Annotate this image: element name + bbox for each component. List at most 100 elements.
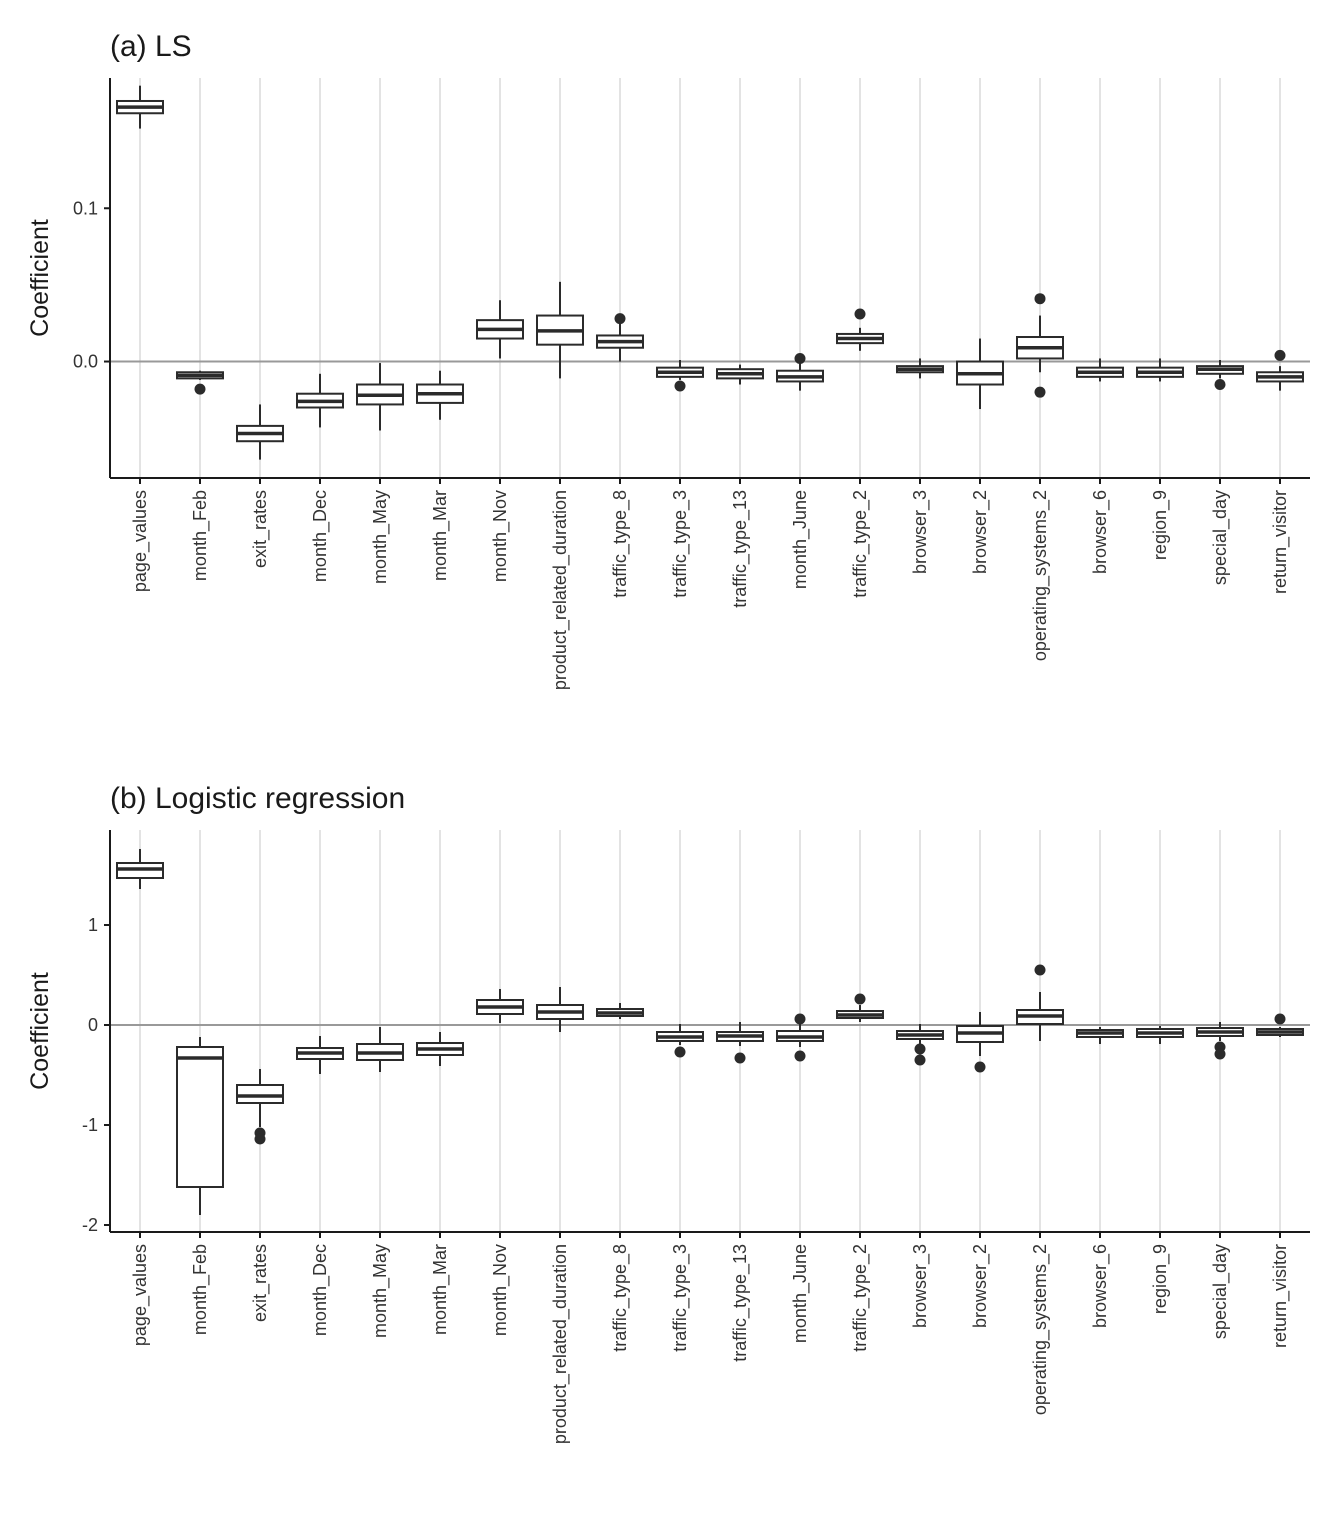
box-traffic_type_13 — [716, 364, 764, 385]
x-tick-label-traffic_type_3: traffic_type_3 — [670, 490, 691, 598]
x-tick-label-region_9: region_9 — [1150, 490, 1171, 560]
outlier-point — [974, 1061, 986, 1073]
x-tick-label-exit_rates: exit_rates — [250, 490, 271, 568]
x-tick-label-traffic_type_2: traffic_type_2 — [850, 490, 871, 598]
box-month_Dec — [296, 373, 344, 428]
box-month_Nov — [476, 989, 524, 1023]
outlier-point — [794, 352, 806, 364]
x-tick-label-browser_6: browser_6 — [1090, 490, 1111, 574]
box-browser_3 — [896, 1024, 944, 1066]
box-traffic_type_13 — [716, 1022, 764, 1064]
x-tick-label-product_related_duration: product_related_duration — [550, 1244, 571, 1444]
outlier-point — [1214, 1048, 1226, 1060]
x-tick-label-month_June: month_June — [790, 490, 811, 589]
x-tick-label-operating_systems_2: operating_systems_2 — [1030, 1244, 1051, 1415]
box-return_visitor — [1256, 349, 1304, 391]
box-browser_2 — [956, 338, 1004, 410]
outlier-point — [1274, 349, 1286, 361]
box-traffic_type_3 — [656, 1024, 704, 1058]
box-traffic_type_8 — [596, 1003, 644, 1019]
outlier-point — [914, 1054, 926, 1066]
panel-title: (a) LS — [110, 30, 192, 63]
box-traffic_type_8 — [596, 313, 644, 362]
box-iqr — [176, 1046, 224, 1188]
box-exit_rates — [236, 404, 284, 460]
x-tick-label-month_Mar: month_Mar — [430, 1244, 451, 1335]
outlier-point — [194, 383, 206, 395]
box-browser_3 — [896, 358, 944, 379]
box-month_Nov — [476, 300, 524, 359]
box-month_Mar — [416, 370, 464, 420]
outlier-point — [674, 380, 686, 392]
box-browser_6 — [1076, 358, 1124, 382]
x-tick-label-browser_2: browser_2 — [970, 1244, 991, 1328]
panel-ls: (a) LS 0.0 0.1 Coefficient page_values month_… — [26, 30, 1310, 690]
box-product_related_duration — [536, 281, 584, 379]
x-tick-label-browser_3: browser_3 — [910, 1244, 931, 1328]
x-tick-label-return_visitor: return_visitor — [1270, 490, 1291, 594]
box-exit_rates — [236, 1069, 284, 1145]
x-tick-label-region_9: region_9 — [1150, 1244, 1171, 1314]
box-month_Feb — [176, 1037, 224, 1215]
outlier-point — [1034, 293, 1046, 305]
outlier-point — [254, 1133, 266, 1145]
x-tick-label-traffic_type_13: traffic_type_13 — [730, 1244, 751, 1362]
y-tick-label: -1 — [82, 1115, 98, 1135]
x-tick-label-month_May: month_May — [370, 490, 391, 584]
y-tick-label: 0 — [88, 1015, 98, 1035]
panel-logistic-regression: (b) Logistic regression -2 -1 0 1 Coefficient… — [26, 782, 1310, 1444]
x-tick-label-operating_systems_2: operating_systems_2 — [1030, 490, 1051, 661]
outlier-point — [614, 313, 626, 325]
x-tick-label-month_Feb: month_Feb — [190, 1244, 211, 1335]
x-tick-label-product_related_duration: product_related_duration — [550, 490, 571, 690]
box-month_Mar — [416, 1032, 464, 1066]
y-tick-label: -2 — [82, 1215, 98, 1235]
box-browser_6 — [1076, 1027, 1124, 1044]
box-month_Feb — [176, 370, 224, 395]
box-iqr — [236, 1084, 284, 1104]
outlier-point — [1214, 379, 1226, 391]
outlier-point — [794, 1050, 806, 1062]
x-tick-label-special_day: special_day — [1210, 1244, 1231, 1339]
outlier-point — [1034, 386, 1046, 398]
x-tick-label-page_values: page_values — [130, 490, 151, 592]
box-browser_2 — [956, 1012, 1004, 1073]
outlier-point — [674, 1046, 686, 1058]
box-page_values — [116, 849, 164, 889]
x-tick-label-month_Feb: month_Feb — [190, 490, 211, 581]
box-return_visitor — [1256, 1013, 1304, 1037]
box-special_day — [1196, 1022, 1244, 1060]
x-tick-label-browser_6: browser_6 — [1090, 1244, 1111, 1328]
x-tick-label-month_Dec: month_Dec — [310, 490, 331, 582]
x-tick-label-month_Nov: month_Nov — [490, 490, 511, 582]
panel-title: (b) Logistic regression — [110, 782, 405, 815]
x-tick-label-traffic_type_8: traffic_type_8 — [610, 1244, 631, 1352]
outlier-point — [1034, 964, 1046, 976]
box-month_June — [776, 1013, 824, 1062]
x-tick-label-traffic_type_3: traffic_type_3 — [670, 1244, 691, 1352]
x-tick-label-browser_2: browser_2 — [970, 490, 991, 574]
y-axis-label: Coefficient — [26, 219, 54, 337]
x-tick-label-return_visitor: return_visitor — [1270, 1244, 1291, 1348]
x-tick-label-month_May: month_May — [370, 1244, 391, 1338]
x-tick-label-month_June: month_June — [790, 1244, 811, 1343]
x-tick-label-page_values: page_values — [130, 1244, 151, 1346]
outlier-point — [1274, 1013, 1286, 1025]
x-tick-label-special_day: special_day — [1210, 490, 1231, 585]
x-tick-label-browser_3: browser_3 — [910, 490, 931, 574]
x-tick-label-traffic_type_2: traffic_type_2 — [850, 1244, 871, 1352]
x-tick-label-traffic_type_13: traffic_type_13 — [730, 490, 751, 608]
box-traffic_type_2 — [836, 993, 884, 1022]
outlier-point — [734, 1052, 746, 1064]
x-tick-label-exit_rates: exit_rates — [250, 1244, 271, 1322]
box-traffic_type_3 — [656, 359, 704, 392]
box-month_Dec — [296, 1036, 344, 1074]
box-traffic_type_2 — [836, 308, 884, 351]
x-tick-label-traffic_type_8: traffic_type_8 — [610, 490, 631, 598]
outlier-point — [914, 1043, 926, 1055]
box-operating_systems_2 — [1016, 964, 1064, 1041]
box-product_related_duration — [536, 987, 584, 1032]
outlier-point — [854, 993, 866, 1005]
y-tick-label: 1 — [88, 915, 98, 935]
